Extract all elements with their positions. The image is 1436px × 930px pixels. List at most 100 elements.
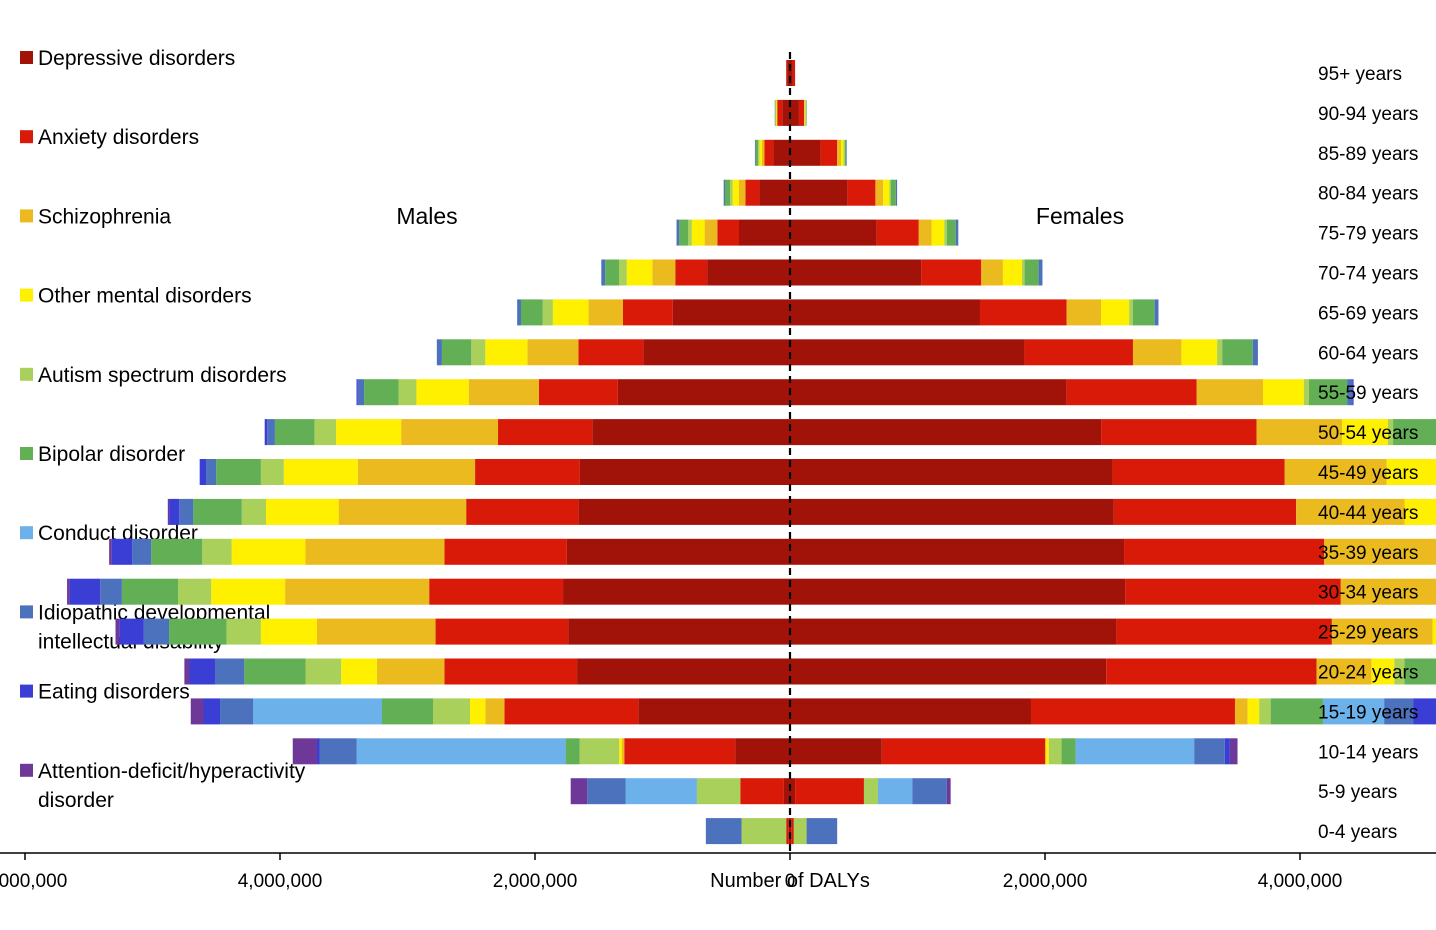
bar-female-15-19-years-depressive-disorders bbox=[790, 698, 1031, 725]
bar-female-55-59-years-other-mental-disorders bbox=[1263, 379, 1304, 406]
bar-female-45-49-years-anxiety-disorders bbox=[1112, 459, 1285, 485]
bar-male-35-39-years-eating-disorders bbox=[111, 538, 133, 565]
age-label-90-94-years: 90-94 years bbox=[1318, 104, 1418, 125]
bar-male-20-24-years-depressive-disorders bbox=[577, 658, 791, 685]
age-label-95-years: 95+ years bbox=[1318, 64, 1402, 85]
legend-label-depressive-disorders: Depressive disorders bbox=[38, 47, 235, 70]
x-axis-title: Number of DALYs bbox=[710, 870, 870, 892]
bar-male-80-84-years-idiopathic-developmental-intellectual-disability bbox=[723, 179, 725, 206]
bar-female-65-69-years-bipolar-disorder bbox=[1132, 299, 1155, 326]
age-label-15-19-years: 15-19 years bbox=[1318, 702, 1418, 723]
legend-swatch-idiopathic-developmental-intellectual-disability bbox=[20, 605, 33, 619]
bar-male-25-29-years-autism-spectrum-disorders bbox=[226, 618, 261, 645]
age-label-35-39-years: 35-39 years bbox=[1318, 543, 1418, 564]
bar-male-40-44-years-eating-disorders bbox=[169, 498, 180, 525]
legend-swatch-attention-deficit-hyperactivity-disorder bbox=[20, 763, 33, 777]
bar-female-60-64-years-anxiety-disorders bbox=[1024, 339, 1133, 366]
bar-male-15-19-years-attention-deficit-hyperactivity-disorder bbox=[190, 698, 204, 725]
bar-male-50-54-years-depressive-disorders bbox=[592, 419, 791, 446]
bar-male-10-14-years-other-mental-disorders bbox=[619, 738, 622, 765]
bar-male-40-44-years-bipolar-disorder bbox=[193, 498, 242, 525]
bar-male-95-years-depressive-disorders bbox=[787, 60, 790, 86]
bar-female-60-64-years-schizophrenia bbox=[1132, 339, 1182, 366]
x-tick-label-4: 0 bbox=[785, 871, 796, 892]
bar-male-65-69-years-anxiety-disorders bbox=[622, 299, 673, 326]
bar-male-35-39-years-idiopathic-developmental-intellectual-disability bbox=[132, 538, 152, 565]
bar-female-60-64-years-autism-spectrum-disorders bbox=[1217, 339, 1223, 366]
legend-label-autism-spectrum-disorders: Autism spectrum disorders bbox=[38, 364, 287, 387]
bar-female-5-9-years-idiopathic-developmental-intellectual-disability bbox=[912, 778, 947, 805]
age-labels: 95+ years 90-94 years 85-89 years 80-84 yea… bbox=[1318, 64, 1418, 843]
legend-swatch-conduct-disorder bbox=[20, 526, 33, 540]
bar-male-65-69-years-schizophrenia bbox=[588, 299, 623, 326]
bar-female-55-59-years-schizophrenia bbox=[1196, 379, 1264, 406]
bar-male-15-19-years-idiopathic-developmental-intellectual-disability bbox=[220, 698, 254, 725]
bar-female-75-79-years-anxiety-disorders bbox=[876, 219, 919, 246]
bar-female-75-79-years-depressive-disorders bbox=[790, 219, 877, 246]
age-label-5-9-years: 5-9 years bbox=[1318, 782, 1397, 803]
x-tick-label-2: 4,000,000 bbox=[238, 871, 323, 892]
bar-male-45-49-years-eating-disorders bbox=[199, 459, 207, 485]
age-label-60-64-years: 60-64 years bbox=[1318, 343, 1418, 364]
bar-female-60-64-years-other-mental-disorders bbox=[1181, 339, 1218, 366]
bar-female-10-14-years-attention-deficit-hyperactivity-disorder bbox=[1229, 738, 1238, 765]
bar-male-85-89-years-schizophrenia bbox=[761, 139, 765, 166]
bar-female-70-74-years-schizophrenia bbox=[981, 259, 1003, 286]
bar-female-80-84-years-depressive-disorders bbox=[790, 179, 848, 206]
bar-female-70-74-years-idiopathic-developmental-intellectual-disability bbox=[1038, 259, 1043, 286]
bar-female-90-94-years-schizophrenia bbox=[804, 99, 805, 126]
bar-male-80-84-years-autism-spectrum-disorders bbox=[730, 179, 733, 206]
bar-male-85-89-years-autism-spectrum-disorders bbox=[758, 139, 760, 166]
bar-female-30-34-years-schizophrenia bbox=[1340, 578, 1436, 605]
legend-label-eating-disorders: Eating disorders bbox=[38, 681, 190, 704]
bar-male-35-39-years-schizophrenia bbox=[305, 538, 445, 565]
bar-male-30-34-years-other-mental-disorders bbox=[211, 578, 286, 605]
bar-row-80-84-years bbox=[723, 179, 898, 206]
legend-item-depressive-disorders: Depressive disorders bbox=[20, 47, 235, 70]
age-label-40-44-years: 40-44 years bbox=[1318, 503, 1418, 524]
bar-female-5-9-years-depressive-disorders bbox=[790, 778, 796, 805]
x-axis: 8,000,0006,000,0004,000,0002,000,00002,0… bbox=[0, 852, 1436, 892]
bar-female-5-9-years-anxiety-disorders bbox=[795, 778, 864, 805]
legend-label-other-mental-disorders: Other mental disorders bbox=[38, 285, 252, 308]
bar-male-55-59-years-idiopathic-developmental-intellectual-disability bbox=[357, 379, 365, 406]
age-label-50-54-years: 50-54 years bbox=[1318, 423, 1418, 444]
bar-female-10-14-years-schizophrenia bbox=[1045, 738, 1047, 765]
bar-female-60-64-years-idiopathic-developmental-intellectual-disability bbox=[1252, 339, 1258, 366]
bar-male-25-29-years-attention-deficit-hyperactivity-disorder bbox=[115, 618, 120, 645]
bar-female-50-54-years-anxiety-disorders bbox=[1101, 419, 1257, 446]
bar-male-65-69-years-other-mental-disorders bbox=[552, 299, 589, 326]
bar-female-15-19-years-bipolar-disorder bbox=[1270, 698, 1323, 725]
bar-female-85-89-years-other-mental-disorders bbox=[841, 139, 844, 166]
bar-female-75-79-years-other-mental-disorders bbox=[931, 219, 945, 246]
bar-male-10-14-years-conduct-disorder bbox=[356, 738, 566, 765]
bar-male-30-34-years-idiopathic-developmental-intellectual-disability bbox=[100, 578, 122, 605]
bar-male-60-64-years-schizophrenia bbox=[527, 339, 579, 366]
bar-female-90-94-years-depressive-disorders bbox=[790, 99, 799, 126]
bar-row-30-34-years bbox=[67, 578, 1436, 605]
bar-female-25-29-years-depressive-disorders bbox=[790, 618, 1117, 645]
bar-female-15-19-years-idiopathic-developmental-intellectual-disability bbox=[1384, 698, 1414, 725]
bar-male-25-29-years-idiopathic-developmental-intellectual-disability bbox=[143, 618, 170, 645]
bar-female-70-74-years-autism-spectrum-disorders bbox=[1022, 259, 1025, 286]
bar-female-10-14-years-eating-disorders bbox=[1224, 738, 1230, 765]
x-tick-label-6: 4,000,000 bbox=[1258, 871, 1343, 892]
bar-male-35-39-years-anxiety-disorders bbox=[444, 538, 567, 565]
bar-male-35-39-years-attention-deficit-hyperactivity-disorder bbox=[109, 538, 112, 565]
bar-female-65-69-years-depressive-disorders bbox=[790, 299, 980, 326]
bar-male-15-19-years-anxiety-disorders bbox=[504, 698, 639, 725]
bar-male-20-24-years-anxiety-disorders bbox=[444, 658, 578, 685]
x-tick-label-1: 6,000,000 bbox=[0, 871, 67, 892]
legend-swatch-anxiety-disorders bbox=[20, 130, 33, 144]
bar-male-50-54-years-other-mental-disorders bbox=[336, 419, 402, 446]
bar-male-60-64-years-anxiety-disorders bbox=[578, 339, 644, 366]
bar-male-80-84-years-anxiety-disorders bbox=[745, 179, 760, 206]
bar-male-80-84-years-schizophrenia bbox=[739, 179, 746, 206]
legend-item-schizophrenia: Schizophrenia bbox=[20, 205, 171, 228]
age-label-0-4-years: 0-4 years bbox=[1318, 822, 1397, 843]
bar-female-65-69-years-autism-spectrum-disorders bbox=[1129, 299, 1133, 326]
bar-male-40-44-years-anxiety-disorders bbox=[466, 498, 579, 525]
bar-row-5-9-years bbox=[570, 778, 951, 805]
legend-item-autism-spectrum-disorders: Autism spectrum disorders bbox=[20, 364, 287, 387]
bar-row-65-69-years bbox=[517, 299, 1159, 326]
